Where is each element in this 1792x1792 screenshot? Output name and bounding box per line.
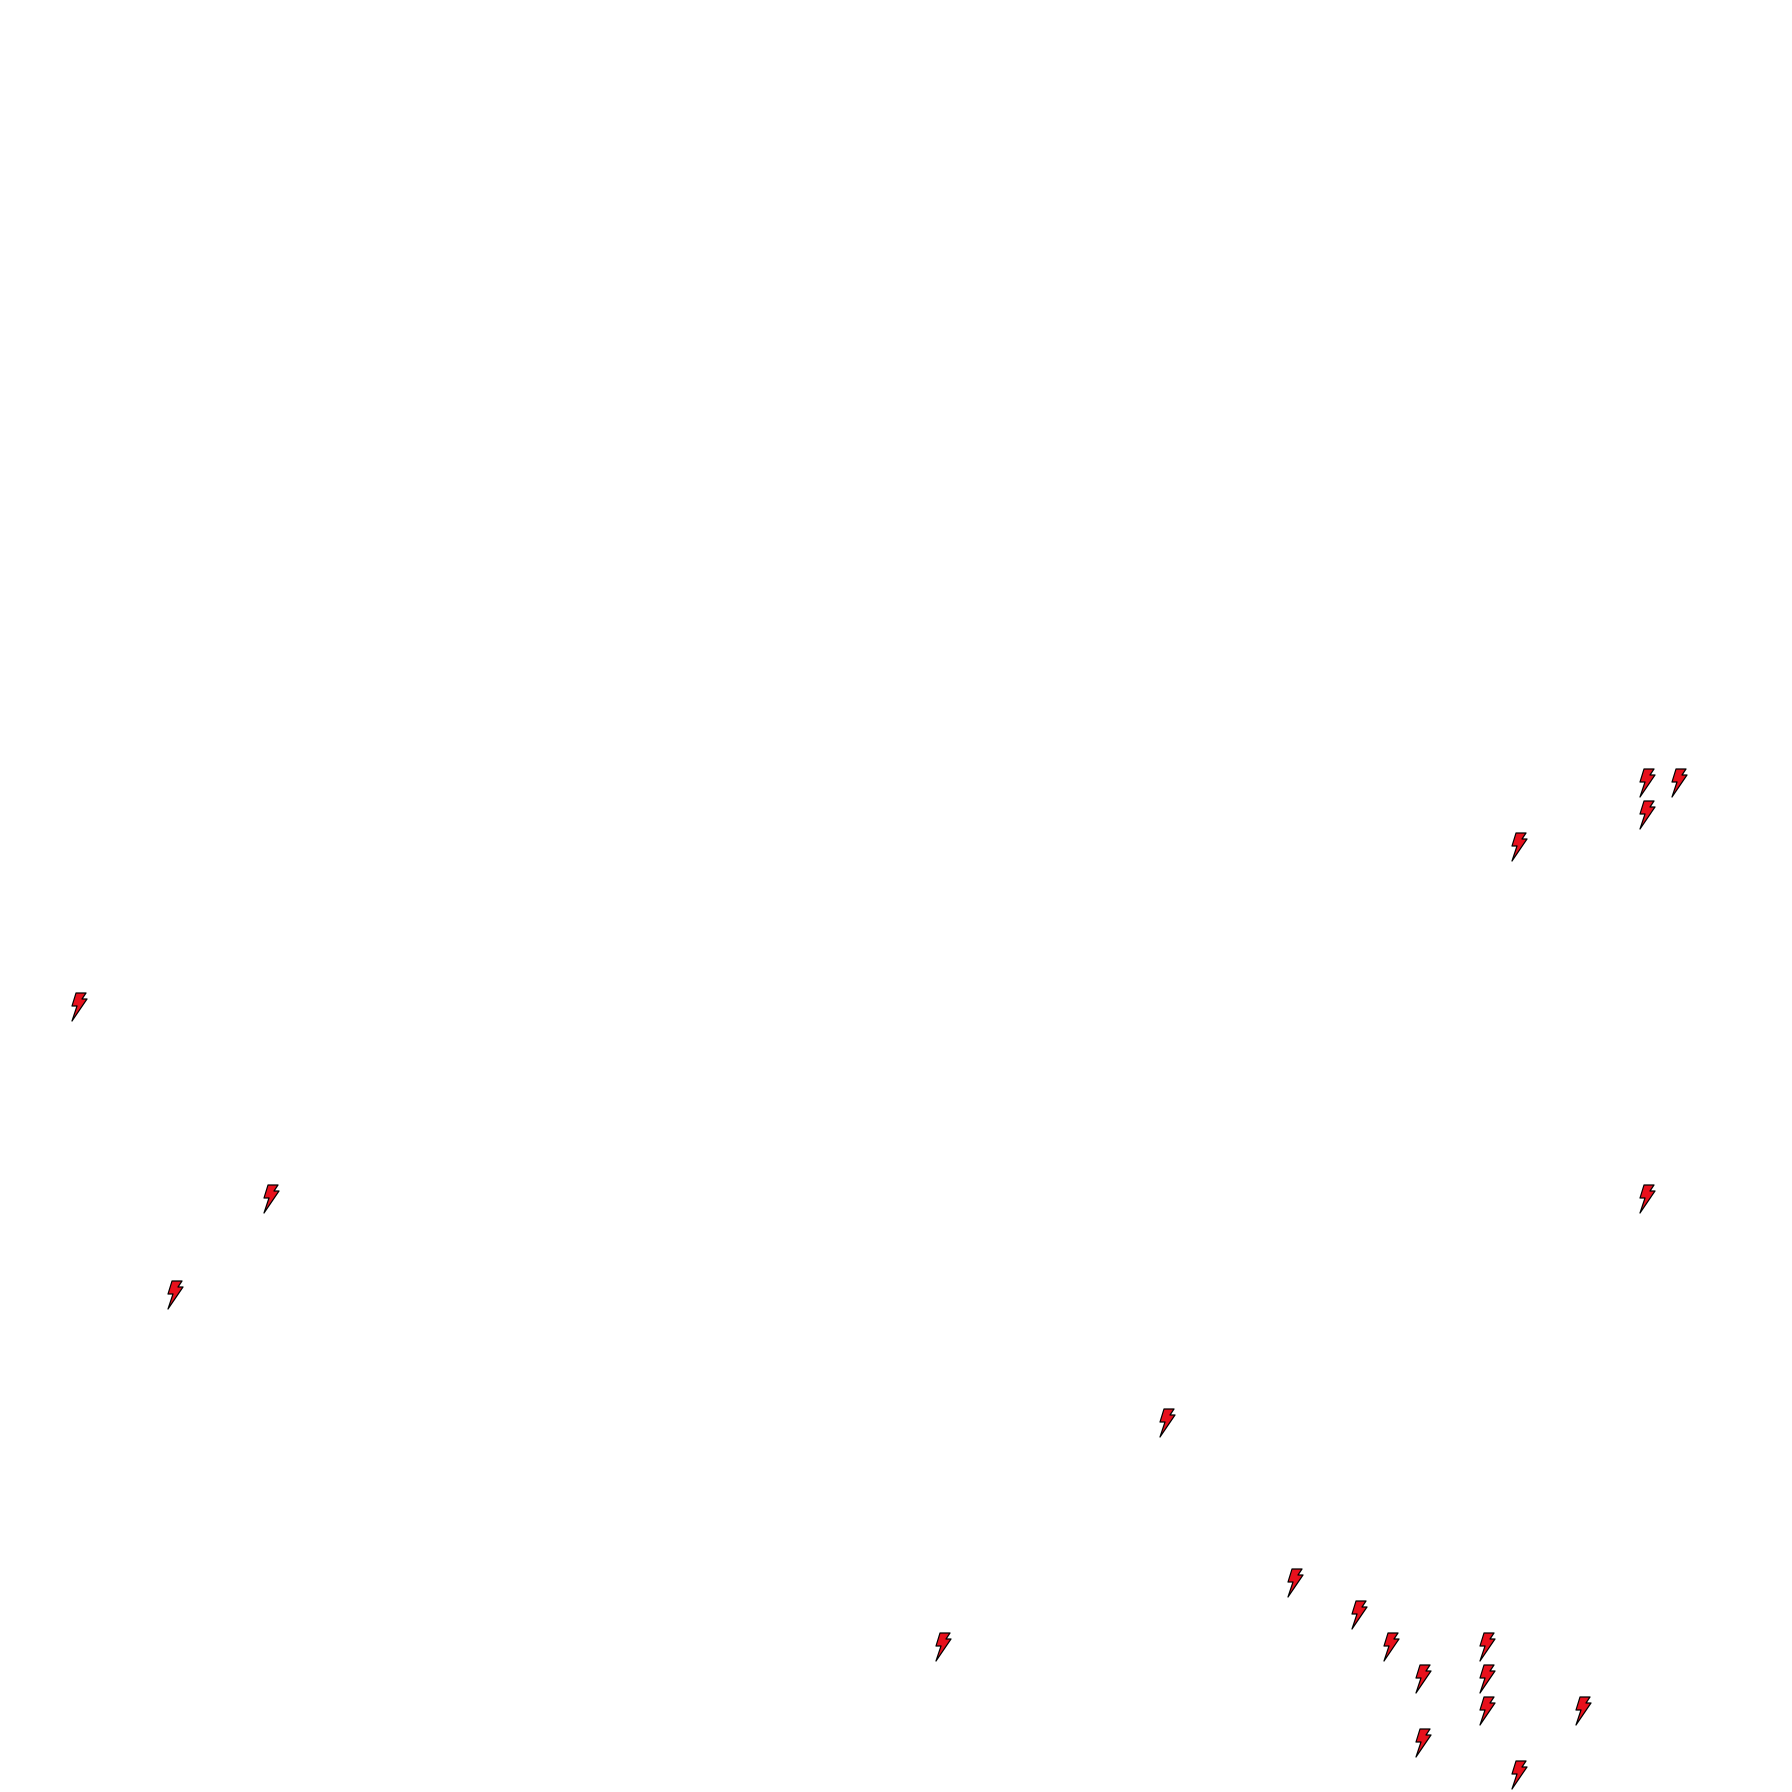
lightning-bolt-icon <box>1637 1184 1657 1214</box>
lightning-bolt-icon <box>933 1632 953 1662</box>
lightning-bolt-icon <box>1573 1696 1593 1726</box>
lightning-bolt-icon <box>1349 1600 1369 1630</box>
lightning-bolt-icon <box>1509 832 1529 862</box>
lightning-bolt-icon <box>165 1280 185 1310</box>
lightning-bolt-icon <box>1477 1632 1497 1662</box>
lightning-bolt-icon <box>1157 1408 1177 1438</box>
lightning-bolt-icon <box>1285 1568 1305 1598</box>
lightning-bolt-icon <box>1413 1728 1433 1758</box>
lightning-bolt-icon <box>1669 768 1689 798</box>
lightning-bolt-icon <box>1637 768 1657 798</box>
lightning-bolt-icon <box>69 992 89 1022</box>
lightning-bolt-icon <box>1637 800 1657 830</box>
lightning-bolt-icon <box>1413 1664 1433 1694</box>
lightning-bolt-icon <box>1477 1664 1497 1694</box>
lightning-bolt-icon <box>261 1184 281 1214</box>
lightning-bolt-icon <box>1509 1760 1529 1790</box>
lightning-bolt-icon <box>1477 1696 1497 1726</box>
lightning-bolt-icon <box>1381 1632 1401 1662</box>
